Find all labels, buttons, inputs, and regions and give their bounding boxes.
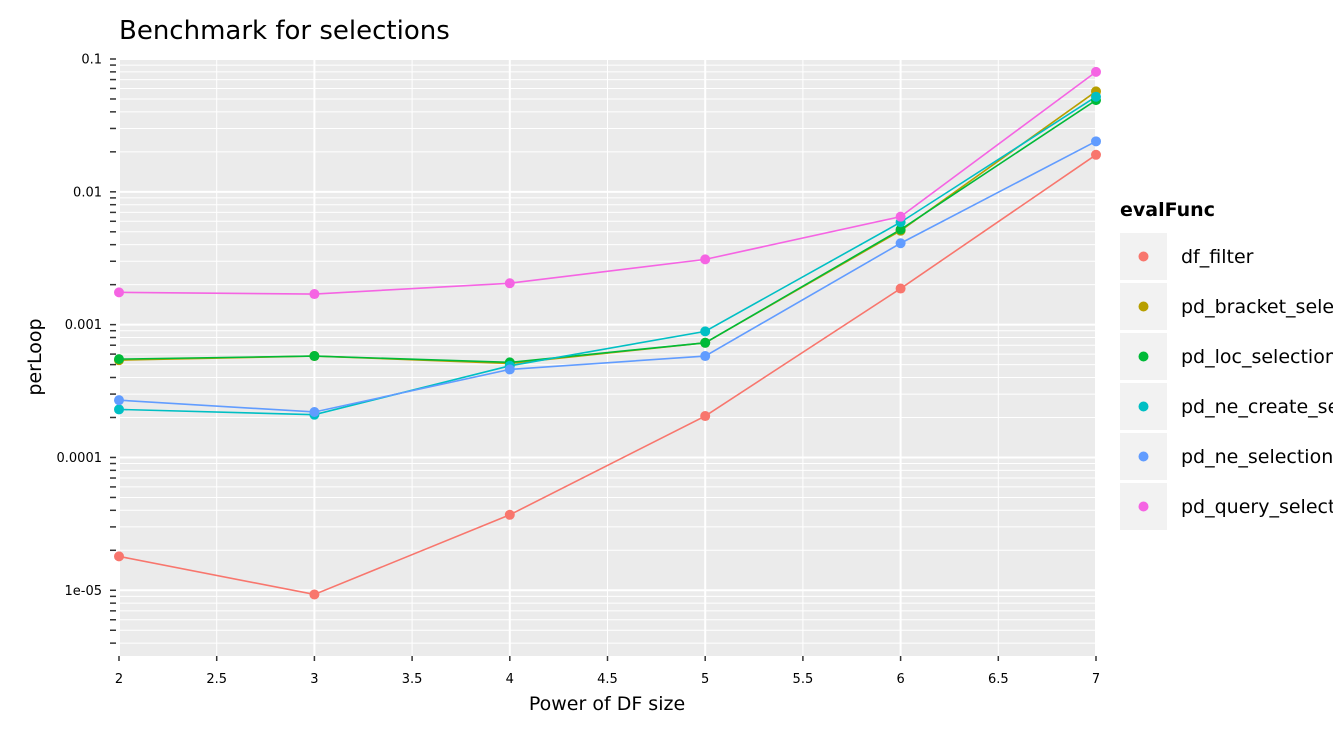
data-point-pd-ne-selection (1091, 136, 1101, 146)
legend-swatch (1139, 452, 1149, 462)
data-point-pd-query-selection (1091, 67, 1101, 77)
legend-label: pd_loc_selection (1181, 346, 1333, 368)
x-axis-title: Power of DF size (529, 693, 685, 715)
data-point-pd-ne-selection (309, 407, 319, 417)
legend-swatch (1139, 302, 1149, 312)
legend-swatch (1139, 502, 1149, 512)
data-point-pd-ne-selection (896, 238, 906, 248)
y-axis-title: perLoop (24, 318, 46, 395)
data-point-df-filter (1091, 150, 1101, 160)
data-point-df-filter (700, 411, 710, 421)
data-point-pd-ne-selection (700, 351, 710, 361)
data-point-pd-loc-selection (114, 354, 124, 364)
legend-items: df_filter pd_bracket_selection pd_loc_sele… (1120, 233, 1333, 530)
x-tick-label: 5 (701, 672, 709, 687)
legend-swatch (1139, 402, 1149, 412)
data-point-pd-query-selection (505, 278, 515, 288)
legend-swatch (1139, 352, 1149, 362)
legend-swatch (1139, 252, 1149, 262)
legend-label: pd_ne_selection (1181, 446, 1333, 468)
x-tick-label: 4 (506, 672, 514, 687)
x-tick-label: 6.5 (988, 672, 1009, 687)
x-tick-label: 2.5 (206, 672, 227, 687)
data-point-pd-ne-selection (505, 364, 515, 374)
data-point-pd-ne-create-selection (700, 326, 710, 336)
legend-label: pd_ne_create_selection (1181, 396, 1333, 418)
x-tick-label: 7 (1092, 672, 1100, 687)
x-tick-label: 3.5 (402, 672, 423, 687)
data-point-df-filter (896, 284, 906, 294)
legend-title: evalFunc (1120, 199, 1215, 221)
data-point-pd-ne-selection (114, 395, 124, 405)
data-point-df-filter (309, 589, 319, 599)
x-axis: 2 2.5 3 3.5 4 4.5 5 5.5 6 6.5 7 (115, 656, 1100, 687)
data-point-pd-query-selection (896, 212, 906, 222)
data-point-pd-query-selection (700, 254, 710, 264)
x-tick-label: 2 (115, 672, 123, 687)
y-tick-label: 0.001 (65, 318, 102, 333)
data-point-pd-loc-selection (309, 351, 319, 361)
chart-title: Benchmark for selections (119, 16, 450, 46)
y-axis: 0.1 0.01 0.001 0.0001 1e-05 (57, 53, 117, 644)
data-point-df-filter (114, 551, 124, 561)
data-point-pd-ne-create-selection (1091, 92, 1101, 102)
legend: evalFunc df_filter pd_bracket_selectionpd… (1120, 199, 1333, 530)
x-tick-label: 5.5 (793, 672, 814, 687)
y-tick-label: 0.1 (81, 53, 102, 68)
legend-label: pd_bracket_selection (1181, 296, 1333, 318)
data-point-pd-query-selection (114, 287, 124, 297)
y-tick-label: 1e-05 (64, 584, 102, 599)
data-point-pd-loc-selection (700, 338, 710, 348)
legend-label: df_filter (1181, 246, 1254, 268)
y-tick-label: 0.0001 (57, 451, 103, 466)
y-tick-label: 0.01 (73, 185, 102, 200)
data-point-pd-query-selection (309, 289, 319, 299)
x-tick-label: 3 (310, 672, 318, 687)
data-point-pd-ne-create-selection (114, 404, 124, 414)
legend-label: pd_query_selection (1181, 496, 1333, 518)
x-tick-label: 4.5 (597, 672, 618, 687)
data-point-df-filter (505, 510, 515, 520)
x-tick-label: 6 (896, 672, 904, 687)
